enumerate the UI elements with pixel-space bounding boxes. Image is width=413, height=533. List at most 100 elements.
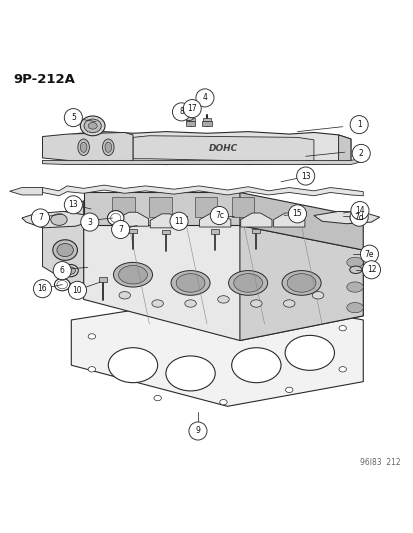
Circle shape xyxy=(183,100,201,118)
Polygon shape xyxy=(202,121,211,126)
Ellipse shape xyxy=(57,280,67,289)
Polygon shape xyxy=(9,188,43,195)
Ellipse shape xyxy=(166,356,215,391)
Text: 12: 12 xyxy=(366,265,375,274)
Text: 7: 7 xyxy=(118,225,123,234)
Text: 2: 2 xyxy=(358,149,363,158)
Text: 5: 5 xyxy=(71,113,76,122)
Text: 14: 14 xyxy=(354,206,364,215)
Ellipse shape xyxy=(283,300,294,307)
Text: 9P-212A: 9P-212A xyxy=(14,73,76,86)
Circle shape xyxy=(31,209,50,227)
Text: 10: 10 xyxy=(72,286,82,295)
Text: 6: 6 xyxy=(59,266,64,275)
Circle shape xyxy=(170,212,188,230)
Circle shape xyxy=(81,213,99,231)
Ellipse shape xyxy=(338,326,346,331)
Ellipse shape xyxy=(118,265,147,284)
Ellipse shape xyxy=(113,262,152,287)
Circle shape xyxy=(172,103,190,121)
Text: 7d: 7d xyxy=(354,213,363,222)
Ellipse shape xyxy=(217,296,229,303)
Text: 1: 1 xyxy=(356,120,361,129)
Text: 7: 7 xyxy=(38,214,43,222)
Ellipse shape xyxy=(78,139,89,156)
Ellipse shape xyxy=(154,395,161,401)
Circle shape xyxy=(53,262,71,280)
Ellipse shape xyxy=(110,213,121,222)
Ellipse shape xyxy=(102,139,114,156)
Polygon shape xyxy=(43,132,133,163)
Polygon shape xyxy=(22,212,92,228)
Ellipse shape xyxy=(105,142,112,152)
Polygon shape xyxy=(202,118,211,121)
Ellipse shape xyxy=(285,335,334,370)
Ellipse shape xyxy=(88,367,95,372)
Text: 15: 15 xyxy=(292,209,301,219)
Polygon shape xyxy=(83,192,239,225)
Circle shape xyxy=(349,116,367,134)
Ellipse shape xyxy=(51,214,67,225)
Ellipse shape xyxy=(219,400,227,405)
Ellipse shape xyxy=(346,257,362,268)
Text: 11: 11 xyxy=(174,217,183,226)
Polygon shape xyxy=(83,225,362,341)
Circle shape xyxy=(210,206,228,224)
Circle shape xyxy=(288,205,306,223)
Ellipse shape xyxy=(346,303,362,313)
Polygon shape xyxy=(43,185,362,196)
Ellipse shape xyxy=(349,214,359,222)
Ellipse shape xyxy=(349,266,361,273)
Ellipse shape xyxy=(152,300,163,307)
Ellipse shape xyxy=(62,264,78,277)
Polygon shape xyxy=(211,230,219,233)
Polygon shape xyxy=(149,197,172,217)
Ellipse shape xyxy=(285,309,292,314)
Circle shape xyxy=(296,167,314,185)
Circle shape xyxy=(68,281,86,300)
Text: 16: 16 xyxy=(38,284,47,293)
Circle shape xyxy=(350,201,368,220)
Ellipse shape xyxy=(80,116,105,136)
Ellipse shape xyxy=(57,244,73,256)
Ellipse shape xyxy=(119,292,130,299)
Ellipse shape xyxy=(176,274,204,292)
Ellipse shape xyxy=(154,305,161,310)
Circle shape xyxy=(112,221,129,239)
Ellipse shape xyxy=(84,119,101,133)
Text: 7e: 7e xyxy=(364,249,373,259)
Text: 9: 9 xyxy=(195,426,200,435)
Text: 7c: 7c xyxy=(214,211,223,220)
Text: 17: 17 xyxy=(187,104,197,113)
Polygon shape xyxy=(161,230,170,235)
Polygon shape xyxy=(112,197,135,217)
Ellipse shape xyxy=(53,240,77,260)
Polygon shape xyxy=(71,295,362,406)
Polygon shape xyxy=(239,225,362,341)
Polygon shape xyxy=(133,136,313,162)
Ellipse shape xyxy=(88,123,97,129)
Circle shape xyxy=(351,144,369,163)
Polygon shape xyxy=(313,212,379,224)
Ellipse shape xyxy=(107,211,123,225)
Ellipse shape xyxy=(65,267,75,274)
Polygon shape xyxy=(128,229,137,233)
Text: 8: 8 xyxy=(179,107,183,116)
Circle shape xyxy=(349,208,367,226)
Ellipse shape xyxy=(228,271,267,295)
Polygon shape xyxy=(231,197,254,217)
Polygon shape xyxy=(67,132,350,165)
Polygon shape xyxy=(186,118,194,121)
Ellipse shape xyxy=(80,142,87,152)
Ellipse shape xyxy=(250,300,261,307)
Polygon shape xyxy=(99,277,107,282)
Circle shape xyxy=(64,196,82,214)
Ellipse shape xyxy=(184,115,193,120)
Circle shape xyxy=(33,280,52,298)
Ellipse shape xyxy=(338,367,346,372)
Circle shape xyxy=(64,109,82,127)
Ellipse shape xyxy=(287,274,315,292)
Ellipse shape xyxy=(233,274,262,292)
Polygon shape xyxy=(199,213,230,227)
Polygon shape xyxy=(43,201,83,291)
